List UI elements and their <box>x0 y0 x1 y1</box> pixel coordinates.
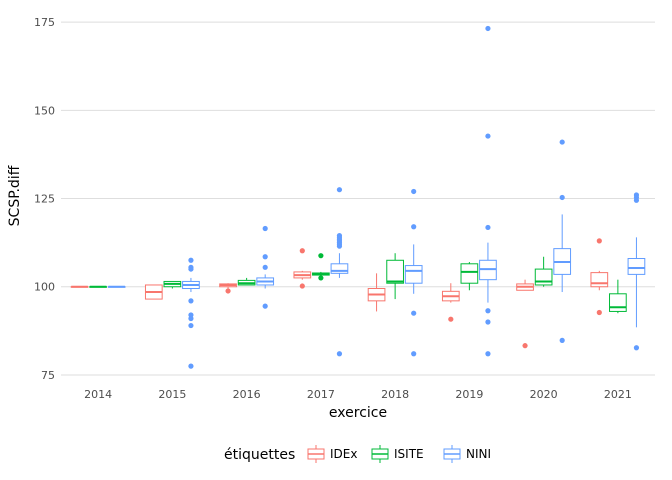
outlier-point-5 <box>485 351 491 357</box>
box-ISITE-2014 <box>89 285 107 288</box>
x-tick-labels: 2014 2015 2016 2017 2018 2019 2020 2021 <box>84 388 632 401</box>
box-ISITE-2016 <box>237 277 256 286</box>
box-ISITE-2020 <box>534 256 553 287</box>
outlier-point-1 <box>485 133 491 139</box>
legend: étiquettes IDEx ISITE NINI <box>224 445 491 463</box>
outlier-point-1 <box>411 224 417 230</box>
outlier-point-7 <box>188 363 194 369</box>
outlier-point-2 <box>559 337 565 343</box>
outlier-point-0 <box>485 25 491 32</box>
box-NINI-2018 <box>404 188 423 357</box>
y-tick-labels: 75 100 125 150 175 <box>34 16 55 382</box>
outlier-point-1 <box>299 283 305 289</box>
box-NINI-2014 <box>107 285 126 288</box>
box-body <box>590 272 609 288</box>
legend-label-NINI: NINI <box>466 447 491 461</box>
outlier-point-0 <box>522 343 528 349</box>
box-body <box>386 259 404 284</box>
outlier-point-3 <box>188 298 194 304</box>
box-NINI-2021 <box>627 192 646 351</box>
box-body <box>404 265 423 284</box>
y-tick-label-100: 100 <box>34 281 55 294</box>
outlier-point-0 <box>188 257 194 263</box>
box-NINI-2015 <box>182 257 200 369</box>
y-axis-title: SCSP.diff <box>7 165 23 226</box>
box-ISITE-2017 <box>312 253 330 281</box>
outlier-point-5 <box>188 315 194 322</box>
box-ISITE-2021 <box>609 279 627 314</box>
box-IDEx-2015 <box>144 284 163 300</box>
outlier-point-2 <box>411 310 417 316</box>
box-body <box>534 268 553 286</box>
box-NINI-2017 <box>330 187 349 357</box>
legend-key-IDEx <box>307 445 325 463</box>
outlier-point-2 <box>485 224 491 231</box>
outlier-point-2 <box>633 197 640 203</box>
y-gridlines <box>61 21 655 376</box>
box-plots <box>70 25 646 369</box>
outlier-point-0 <box>318 253 324 259</box>
box-ISITE-2019 <box>460 262 479 291</box>
box-IDEx-2020 <box>516 279 534 349</box>
y-tick-label-75: 75 <box>41 369 55 382</box>
x-tick-label-2020: 2020 <box>530 388 558 401</box>
legend-label-ISITE: ISITE <box>394 447 424 461</box>
legend-key-ISITE <box>371 445 389 463</box>
x-axis-title: exercice <box>329 405 387 421</box>
box-ISITE-2015 <box>163 280 182 289</box>
legend-title: étiquettes <box>224 447 295 463</box>
x-tick-label-2018: 2018 <box>381 388 409 401</box>
outlier-point-1 <box>596 309 602 316</box>
outlier-point-3 <box>262 303 268 309</box>
outlier-point-8 <box>336 351 343 357</box>
outlier-point-0 <box>448 316 454 322</box>
box-body <box>330 263 349 274</box>
x-tick-label-2017: 2017 <box>307 388 335 401</box>
x-tick-label-2014: 2014 <box>84 388 112 401</box>
box-NINI-2020 <box>553 139 572 343</box>
box-NINI-2019 <box>479 25 497 357</box>
outlier-point-1 <box>262 254 268 260</box>
outlier-point-2 <box>188 266 194 272</box>
y-tick-label-150: 150 <box>34 104 55 117</box>
outlier-point-0 <box>262 225 268 232</box>
x-tick-label-2019: 2019 <box>455 388 483 401</box>
outlier-point-0 <box>559 139 565 145</box>
outlier-point-3 <box>411 351 417 357</box>
outlier-point-0 <box>411 188 417 195</box>
box-IDEx-2014 <box>70 285 89 288</box>
outlier-point-2 <box>262 264 268 270</box>
box-IDEx-2016 <box>219 283 237 294</box>
outlier-point-6 <box>188 322 194 329</box>
box-ISITE-2018 <box>386 253 404 300</box>
box-body <box>460 263 479 284</box>
box-NINI-2016 <box>256 225 275 309</box>
outlier-point-1 <box>559 194 565 201</box>
box-IDEx-2017 <box>293 248 312 289</box>
outlier-point-1 <box>318 275 324 281</box>
outlier-point-0 <box>596 238 602 244</box>
box-IDEx-2019 <box>441 283 460 322</box>
legend-label-IDEx: IDEx <box>330 447 357 461</box>
box-IDEx-2021 <box>590 238 609 316</box>
outlier-point-0 <box>336 187 343 193</box>
box-body <box>609 293 627 312</box>
x-tick-label-2016: 2016 <box>233 388 261 401</box>
outlier-point-3 <box>485 308 491 314</box>
y-tick-label-175: 175 <box>34 16 55 29</box>
outlier-point-0 <box>225 288 231 294</box>
outlier-point-3 <box>633 345 640 351</box>
outlier-point-4 <box>485 319 491 325</box>
legend-key-NINI <box>443 445 461 463</box>
outlier-point-7 <box>336 243 343 249</box>
x-tick-label-2015: 2015 <box>158 388 186 401</box>
box-IDEx-2018 <box>367 273 386 312</box>
y-tick-label-125: 125 <box>34 193 55 206</box>
x-tick-label-2021: 2021 <box>604 388 632 401</box>
outlier-point-0 <box>299 248 305 254</box>
box-body <box>627 258 646 275</box>
